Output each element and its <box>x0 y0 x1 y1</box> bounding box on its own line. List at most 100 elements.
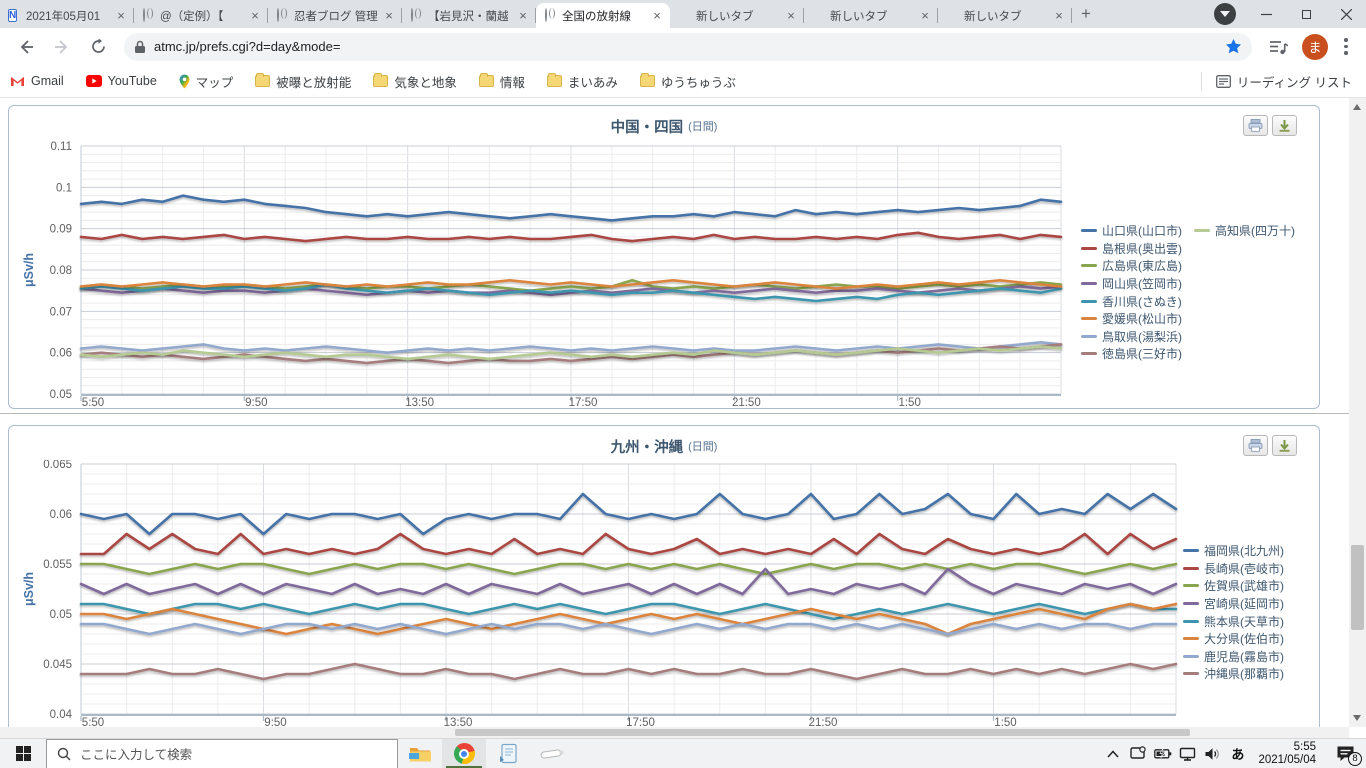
menu-button[interactable] <box>1344 38 1348 55</box>
series-line <box>79 279 1063 290</box>
bookmark-folder-4[interactable]: 気象と地象 <box>373 72 457 91</box>
taskbar-notepad-icon[interactable] <box>486 739 530 768</box>
tab-7[interactable]: 新しいタブ × <box>938 3 1072 28</box>
tab-close-icon[interactable]: × <box>921 8 929 23</box>
tray-network-icon[interactable] <box>1175 739 1200 768</box>
legend-item[interactable]: 長崎県(壱岐市) <box>1183 560 1284 578</box>
bookmark-label: 気象と地象 <box>394 75 457 90</box>
print-button[interactable] <box>1243 115 1268 136</box>
legend-swatch <box>1081 246 1097 250</box>
chart-panel-chugoku-shikoku: 中国・四国 (日間) 0.05 0.06 0.07 0.08 0.09 0.1 0.11 5:… <box>8 105 1320 409</box>
horizontal-scrollbar[interactable] <box>0 727 1349 738</box>
taskbar-stylus-icon[interactable] <box>530 739 574 768</box>
legend-item[interactable]: 大分県(佐伯市) <box>1183 630 1284 648</box>
legend-swatch <box>1081 264 1097 268</box>
bookmark-folder-5[interactable]: 情報 <box>478 72 525 91</box>
legend-item[interactable]: 島根県(奥出雲) <box>1081 240 1182 258</box>
legend-item[interactable]: 岡山県(笠岡市) <box>1081 275 1182 293</box>
minimize-button[interactable] <box>1246 0 1286 28</box>
scroll-down-arrow[interactable] <box>1353 715 1361 721</box>
tab-search-icon[interactable] <box>1214 3 1236 25</box>
reading-list-button[interactable]: リーディング リスト <box>1200 71 1352 91</box>
url-text[interactable]: atmc.jp/prefs.cgi?d=day&mode= <box>154 39 341 54</box>
download-button[interactable] <box>1272 435 1297 456</box>
start-button[interactable] <box>0 739 46 768</box>
chart2-header: 九州・沖縄 (日間) <box>9 426 1319 458</box>
bookmark-1[interactable]: YouTube <box>85 74 157 88</box>
tab-close-icon[interactable]: × <box>519 8 527 23</box>
new-tab-button[interactable]: + <box>1072 0 1100 28</box>
tab-close-icon[interactable]: × <box>653 8 661 23</box>
bookmark-folder-7[interactable]: ゆうちゅうぶ <box>639 72 736 91</box>
taskbar-explorer-icon[interactable] <box>398 739 442 768</box>
legend-label: 宮崎県(延岡市) <box>1204 597 1284 612</box>
tab-close-icon[interactable]: × <box>787 8 795 23</box>
bookmark-2[interactable]: マップ <box>179 72 233 91</box>
tab-close-icon[interactable]: × <box>251 8 259 23</box>
folder-icon <box>478 73 494 87</box>
legend-item[interactable]: 福岡県(北九州) <box>1183 542 1284 560</box>
horizontal-scroll-thumb[interactable] <box>455 729 1190 736</box>
bookmark-star-icon[interactable] <box>1225 38 1242 55</box>
tray-overflow-chevron[interactable] <box>1100 739 1125 768</box>
legend-item[interactable]: 高知県(四万十) <box>1194 222 1295 240</box>
tray-tablet-icon[interactable] <box>1125 739 1150 768</box>
scroll-up-arrow[interactable] <box>1353 104 1361 110</box>
tray-volume-icon[interactable] <box>1200 739 1225 768</box>
address-bar[interactable]: atmc.jp/prefs.cgi?d=day&mode= <box>124 32 1252 61</box>
legend-label: 佐賀県(武雄市) <box>1204 579 1284 594</box>
tab-0[interactable]: N 2021年05月01 × <box>0 3 134 28</box>
legend-item[interactable]: 鹿児島(霧島市) <box>1183 648 1284 666</box>
folder-icon <box>255 73 271 87</box>
restore-button[interactable] <box>1286 0 1326 28</box>
back-button[interactable] <box>13 34 39 60</box>
legend-item[interactable]: 沖縄県(那覇市) <box>1183 665 1284 683</box>
tab-close-icon[interactable]: × <box>385 8 393 23</box>
clock-time: 5:55 <box>1293 740 1316 753</box>
series-line <box>79 622 1178 636</box>
bookmark-folder-6[interactable]: まいあみ <box>546 72 618 91</box>
tray-ime-indicator[interactable]: あ <box>1225 739 1250 768</box>
vertical-scroll-thumb[interactable] <box>1351 545 1364 630</box>
legend-label: 徳島県(三好市) <box>1102 347 1182 362</box>
download-button[interactable] <box>1272 115 1297 136</box>
tab-1[interactable]: @（定例）【 × <box>134 3 268 28</box>
legend-item[interactable]: 香川県(さぬき) <box>1081 292 1182 310</box>
forward-icon <box>55 39 68 54</box>
reload-button[interactable] <box>85 34 111 60</box>
legend-item[interactable]: 愛媛県(松山市) <box>1081 310 1182 328</box>
legend-item[interactable]: 熊本県(天草市) <box>1183 612 1284 630</box>
series-line <box>79 602 1178 621</box>
action-center-button[interactable]: 8 <box>1324 739 1366 768</box>
tab-close-icon[interactable]: × <box>117 8 125 23</box>
legend-item[interactable]: 鳥取県(湯梨浜) <box>1081 328 1182 346</box>
tray-battery-icon[interactable] <box>1150 739 1175 768</box>
y-tick-label: 0.11 <box>50 141 72 153</box>
gmail-icon <box>10 75 25 87</box>
tab-4[interactable]: 全国の放射線 × <box>536 3 670 28</box>
media-list-icon <box>1269 40 1288 54</box>
bookmark-label: YouTube <box>107 74 157 88</box>
taskbar-clock[interactable]: 5:55 2021/05/04 <box>1250 741 1324 767</box>
taskbar-chrome-icon[interactable] <box>442 738 486 768</box>
globe-favicon <box>544 7 558 23</box>
bookmark-0[interactable]: Gmail <box>10 74 64 88</box>
print-button[interactable] <box>1243 435 1268 456</box>
forward-button[interactable] <box>49 34 75 60</box>
close-window-button[interactable] <box>1326 0 1366 28</box>
media-controls-icon[interactable] <box>1265 34 1291 60</box>
tab-close-icon[interactable]: × <box>1055 8 1063 23</box>
tab-3[interactable]: 【岩見沢・蘭越 × <box>402 3 536 28</box>
tab-2[interactable]: 忍者ブログ 管理 × <box>268 3 402 28</box>
legend-item[interactable]: 山口県(山口市) <box>1081 222 1182 240</box>
legend-item[interactable]: 佐賀県(武雄市) <box>1183 577 1284 595</box>
taskbar-search[interactable]: ここに入力して検索 <box>46 738 398 768</box>
legend-item[interactable]: 徳島県(三好市) <box>1081 345 1182 363</box>
profile-avatar[interactable]: ま <box>1302 33 1328 60</box>
tab-6[interactable]: 新しいタブ × <box>804 3 938 28</box>
vertical-scrollbar[interactable] <box>1349 98 1366 727</box>
tab-5[interactable]: 新しいタブ × <box>670 3 804 28</box>
legend-item[interactable]: 広島県(東広島) <box>1081 257 1182 275</box>
bookmark-folder-3[interactable]: 被曝と放射能 <box>255 72 351 91</box>
legend-item[interactable]: 宮崎県(延岡市) <box>1183 595 1284 613</box>
